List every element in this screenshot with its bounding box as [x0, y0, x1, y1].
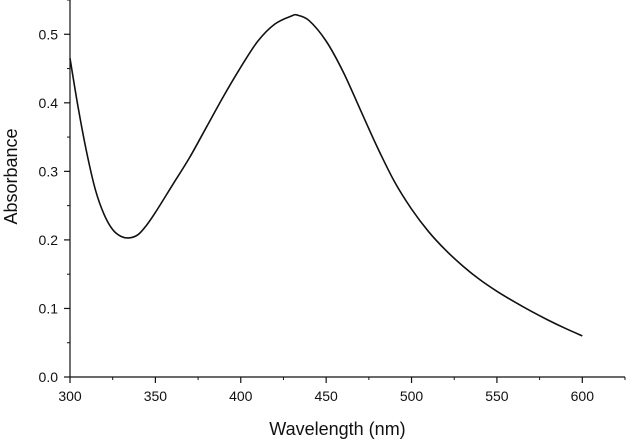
y-tick-label: 0.0 [39, 369, 59, 385]
x-tick-label: 500 [400, 388, 424, 404]
x-axis-title: Wavelength (nm) [269, 419, 405, 439]
y-tick-labels: 0.0 0.1 0.2 0.3 0.4 0.5 [39, 26, 59, 385]
x-tick-marks [69, 377, 626, 383]
x-tick-labels: 300 350 400 450 500 550 600 [58, 388, 594, 404]
x-tick-label: 400 [229, 388, 253, 404]
y-tick-label: 0.5 [39, 26, 59, 42]
x-tick-label: 300 [58, 388, 82, 404]
y-tick-label: 0.3 [39, 163, 59, 179]
x-tick-label: 550 [485, 388, 509, 404]
y-tick-marks [64, 0, 70, 378]
y-tick-label: 0.1 [39, 300, 59, 316]
y-tick-label: 0.4 [39, 95, 59, 111]
x-tick-label: 450 [314, 388, 338, 404]
absorbance-curve [69, 13, 583, 337]
y-axis-title: Absorbance [1, 128, 21, 224]
x-tick-label: 600 [571, 388, 595, 404]
y-tick-label: 0.2 [39, 232, 59, 248]
x-tick-label: 350 [144, 388, 168, 404]
